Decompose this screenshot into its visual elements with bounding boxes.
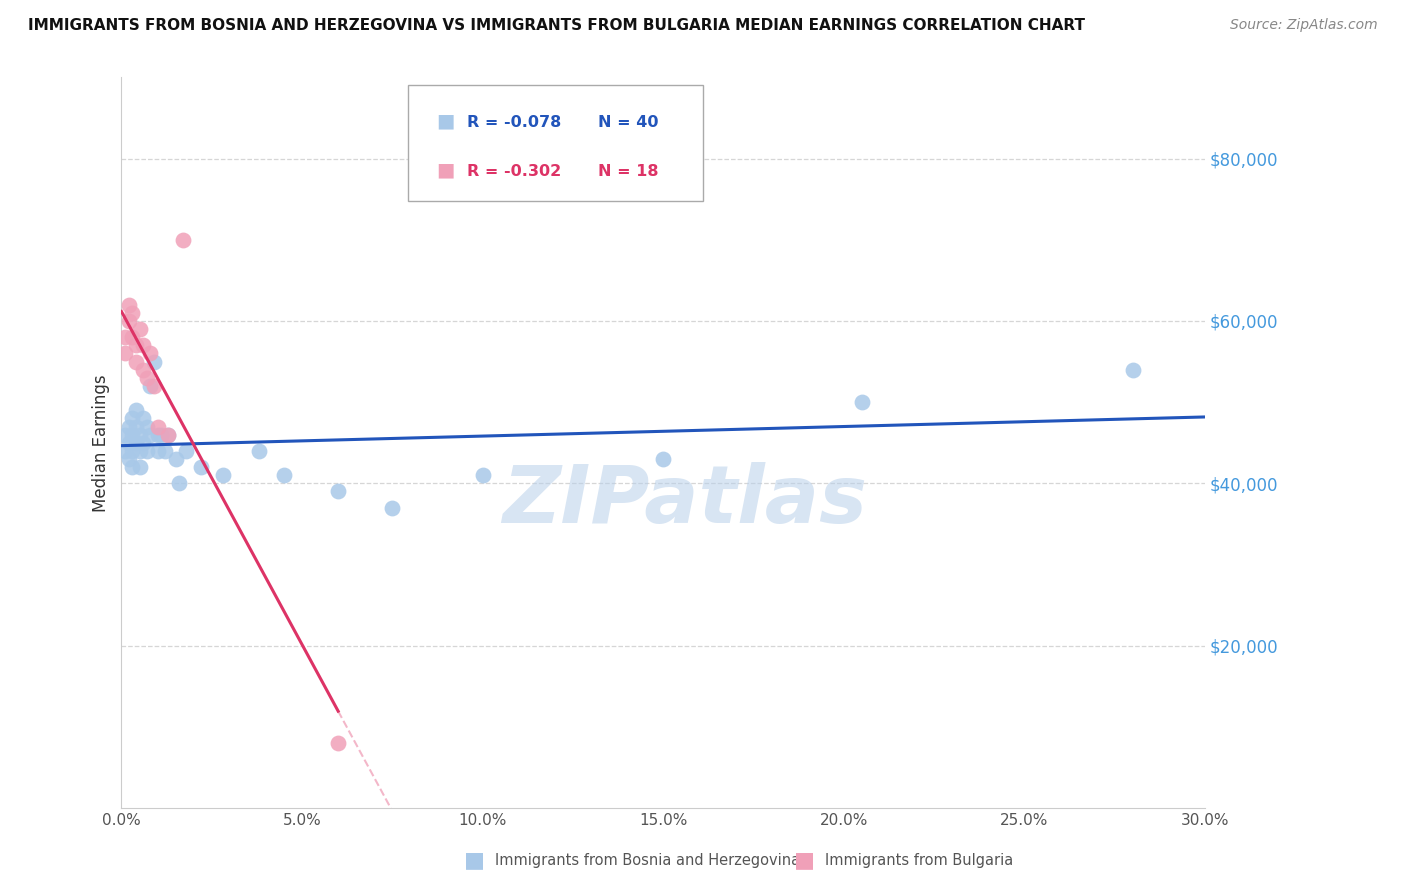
Point [114, 427, 136, 442]
Point [121, 460, 143, 475]
Point [247, 443, 270, 458]
Point [118, 419, 141, 434]
Point [851, 395, 873, 409]
Point [157, 427, 180, 442]
Point [146, 427, 169, 442]
Point [1122, 362, 1144, 376]
Point [176, 443, 198, 458]
Point [157, 427, 180, 442]
Point [114, 443, 136, 458]
Text: IMMIGRANTS FROM BOSNIA AND HERZEGOVINA VS IMMIGRANTS FROM BULGARIA MEDIAN EARNIN: IMMIGRANTS FROM BOSNIA AND HERZEGOVINA V… [28, 18, 1085, 33]
Point [167, 476, 190, 491]
Point [128, 322, 150, 336]
Point [128, 460, 150, 475]
Y-axis label: Median Earnings: Median Earnings [93, 374, 110, 512]
Text: ■: ■ [794, 850, 815, 870]
Point [125, 403, 148, 417]
Point [121, 306, 143, 320]
Text: ZIPatlas: ZIPatlas [502, 462, 868, 541]
Text: R = -0.078: R = -0.078 [467, 115, 561, 130]
Point [471, 468, 494, 483]
Point [118, 298, 141, 312]
Point [125, 419, 148, 434]
Point [273, 468, 295, 483]
Point [125, 435, 148, 450]
Point [150, 427, 173, 442]
Point [121, 443, 143, 458]
Text: N = 40: N = 40 [598, 115, 658, 130]
Point [146, 419, 169, 434]
Point [142, 354, 165, 368]
Text: R = -0.302: R = -0.302 [467, 164, 561, 179]
Point [172, 233, 194, 247]
Point [211, 468, 233, 483]
Point [135, 419, 157, 434]
Point [128, 443, 150, 458]
Point [146, 443, 169, 458]
Point [114, 330, 136, 344]
Point [132, 411, 155, 425]
Point [125, 338, 148, 352]
Point [135, 371, 157, 385]
Point [328, 736, 350, 750]
Point [118, 435, 141, 450]
Point [132, 362, 155, 376]
Point [118, 314, 141, 328]
Point [142, 379, 165, 393]
Text: Immigrants from Bosnia and Herzegovina: Immigrants from Bosnia and Herzegovina [495, 853, 800, 868]
Point [328, 484, 350, 499]
Point [125, 354, 148, 368]
Point [128, 427, 150, 442]
Point [190, 460, 212, 475]
Point [165, 452, 187, 467]
Point [132, 338, 155, 352]
Point [135, 443, 157, 458]
Point [381, 500, 404, 515]
Point [153, 443, 176, 458]
Point [114, 346, 136, 360]
Point [132, 435, 155, 450]
Text: ■: ■ [436, 161, 454, 179]
Text: N = 18: N = 18 [598, 164, 658, 179]
Point [139, 346, 162, 360]
Point [139, 427, 162, 442]
Point [652, 452, 675, 467]
Point [121, 411, 143, 425]
Text: ■: ■ [436, 112, 454, 130]
Point [118, 452, 141, 467]
Text: ■: ■ [464, 850, 485, 870]
Point [121, 427, 143, 442]
Text: Immigrants from Bulgaria: Immigrants from Bulgaria [825, 853, 1014, 868]
Point [139, 379, 162, 393]
Text: Source: ZipAtlas.com: Source: ZipAtlas.com [1230, 18, 1378, 32]
Point [121, 330, 143, 344]
